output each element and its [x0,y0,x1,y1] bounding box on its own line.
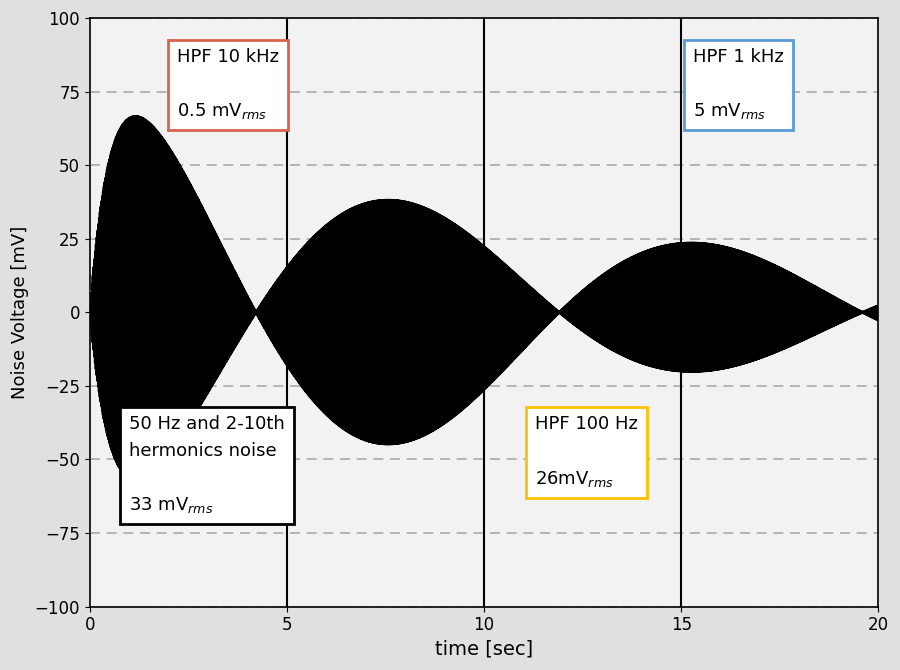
Text: HPF 1 kHz

5 mV$_{rms}$: HPF 1 kHz 5 mV$_{rms}$ [693,48,784,121]
X-axis label: time [sec]: time [sec] [435,640,533,659]
Y-axis label: Noise Voltage [mV]: Noise Voltage [mV] [11,226,29,399]
Text: HPF 100 Hz

26mV$_{rms}$: HPF 100 Hz 26mV$_{rms}$ [536,415,638,488]
Text: HPF 10 kHz

0.5 mV$_{rms}$: HPF 10 kHz 0.5 mV$_{rms}$ [176,48,279,121]
Text: 50 Hz and 2-10th
hermonics noise

33 mV$_{rms}$: 50 Hz and 2-10th hermonics noise 33 mV$_… [130,415,285,515]
